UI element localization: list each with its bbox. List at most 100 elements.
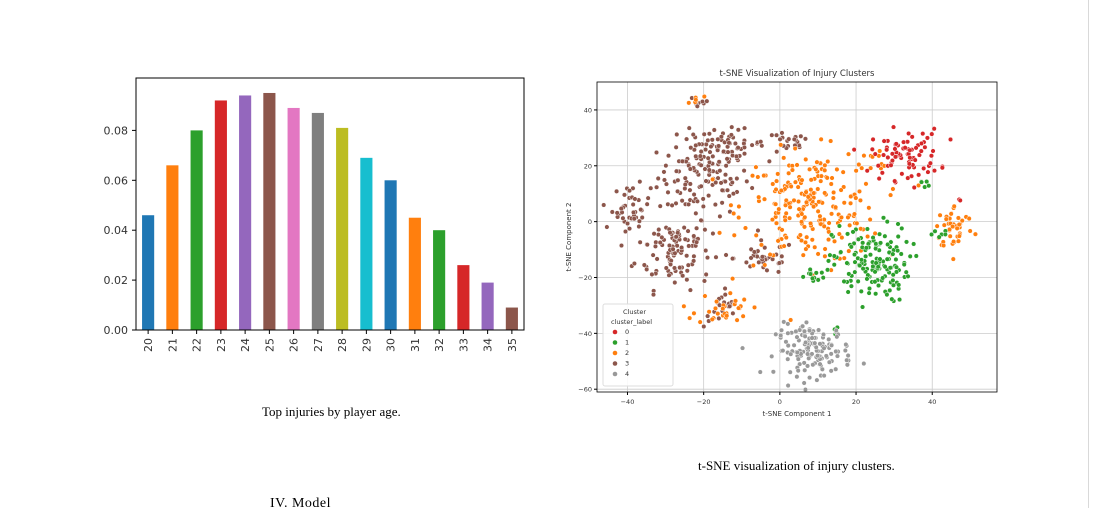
- tsne-point-cluster-0: [869, 146, 875, 152]
- tsne-point-cluster-2: [877, 148, 883, 154]
- tsne-point-cluster-3: [690, 132, 696, 138]
- tsne-point-cluster-4: [757, 369, 763, 375]
- tsne-point-cluster-1: [880, 275, 886, 281]
- tsne-point-cluster-1: [872, 279, 878, 285]
- tsne-point-cluster-3: [722, 285, 728, 292]
- tsne-point-cluster-1: [873, 246, 879, 252]
- tsne-point-cluster-0: [920, 131, 926, 137]
- tsne-point-cluster-2: [825, 237, 832, 243]
- tsne-point-cluster-2: [845, 214, 851, 220]
- tsne-point-cluster-3: [654, 256, 660, 262]
- tsne-point-cluster-0: [912, 157, 918, 163]
- tsne-y-tick-label: −40: [578, 330, 592, 338]
- tsne-point-cluster-0: [892, 154, 899, 160]
- tsne-point-cluster-2: [934, 223, 940, 229]
- bar-age-28: [336, 127, 349, 330]
- tsne-point-cluster-1: [880, 215, 887, 221]
- tsne-point-cluster-0: [905, 175, 911, 181]
- tsne-point-cluster-0: [881, 138, 887, 144]
- tsne-point-cluster-4: [802, 333, 808, 339]
- tsne-point-cluster-2: [951, 239, 957, 245]
- tsne-point-cluster-1: [850, 229, 856, 235]
- tsne-point-cluster-2: [803, 199, 810, 205]
- tsne-point-cluster-3: [675, 188, 681, 194]
- tsne-point-cluster-3: [673, 234, 679, 240]
- tsne-point-cluster-3: [684, 136, 690, 142]
- tsne-point-cluster-3: [719, 187, 725, 193]
- tsne-point-cluster-3: [722, 178, 728, 185]
- tsne-point-cluster-0: [929, 131, 935, 137]
- tsne-point-cluster-2: [742, 225, 749, 231]
- tsne-point-cluster-1: [882, 233, 888, 239]
- tsne-point-cluster-3: [637, 239, 643, 245]
- tsne-point-cluster-3: [802, 136, 808, 142]
- tsne-point-cluster-2: [840, 169, 846, 175]
- tsne-point-cluster-2: [794, 162, 800, 168]
- tsne-point-cluster-2: [686, 100, 692, 106]
- tsne-point-cluster-1: [867, 252, 874, 258]
- tsne-point-cluster-3: [679, 158, 685, 164]
- tsne-point-cluster-0: [916, 172, 922, 178]
- tsne-point-cluster-1: [898, 251, 904, 257]
- tsne-point-cluster-3: [755, 227, 761, 234]
- tsne-point-cluster-2: [856, 162, 862, 168]
- tsne-point-cluster-0: [864, 168, 870, 174]
- tsne-point-cluster-1: [875, 264, 881, 270]
- tsne-point-cluster-3: [691, 233, 697, 239]
- tsne-point-cluster-3: [715, 136, 721, 142]
- tsne-point-cluster-2: [736, 203, 742, 210]
- tsne-point-cluster-1: [864, 226, 870, 232]
- tsne-point-cluster-3: [631, 260, 637, 267]
- tsne-point-cluster-0: [922, 144, 928, 150]
- tsne-point-cluster-2: [821, 223, 827, 229]
- bar-x-tick-label: 22: [191, 338, 204, 352]
- tsne-point-cluster-2: [799, 177, 805, 183]
- tsne-point-cluster-1: [855, 278, 861, 284]
- tsne-point-cluster-2: [956, 233, 962, 239]
- tsne-point-cluster-0: [872, 151, 878, 157]
- tsne-point-cluster-3: [636, 218, 642, 224]
- tsne-point-cluster-4: [801, 380, 807, 386]
- tsne-point-cluster-1: [852, 259, 858, 265]
- tsne-point-cluster-2: [693, 97, 699, 103]
- tsne-point-cluster-3: [655, 232, 661, 238]
- tsne-scatter-chart: t-SNE Visualization of Injury Clusters −4…: [565, 69, 998, 418]
- tsne-point-cluster-3: [716, 159, 722, 165]
- tsne-point-cluster-4: [826, 359, 832, 365]
- bar-age-26: [287, 107, 300, 330]
- tsne-point-cluster-4: [794, 349, 800, 355]
- tsne-point-cluster-2: [714, 299, 720, 305]
- tsne-point-cluster-2: [795, 198, 802, 205]
- tsne-point-cluster-3: [764, 267, 770, 273]
- tsne-point-cluster-4: [785, 356, 791, 362]
- bar-x-tick-label: 32: [433, 338, 446, 352]
- tsne-point-cluster-2: [813, 166, 819, 172]
- bar-age-25: [263, 92, 276, 330]
- tsne-legend-label-0: 0: [625, 328, 629, 336]
- tsne-point-cluster-0: [884, 147, 890, 153]
- tsne-point-cluster-2: [941, 242, 947, 249]
- section-heading: IV. Model: [270, 496, 332, 511]
- bar-y-tick-label: 0.06: [104, 174, 129, 187]
- tsne-point-cluster-1: [885, 241, 891, 247]
- tsne-point-cluster-0: [906, 161, 912, 167]
- tsne-point-cluster-3: [779, 253, 785, 259]
- tsne-point-cluster-1: [878, 240, 884, 246]
- tsne-point-cluster-2: [812, 244, 818, 250]
- tsne-point-cluster-3: [663, 181, 669, 187]
- tsne-point-cluster-2: [947, 233, 953, 239]
- tsne-point-cluster-4: [842, 347, 848, 354]
- tsne-point-cluster-4: [803, 319, 810, 325]
- tsne-point-cluster-2: [846, 248, 852, 254]
- tsne-point-cluster-1: [857, 262, 863, 269]
- bar-age-23: [214, 100, 227, 330]
- tsne-point-cluster-1: [800, 274, 806, 280]
- tsne-point-cluster-2: [853, 195, 859, 201]
- age-bar-chart: 0.00 0.02 0.04 0.06 0.08 20 21 22 23 24 25 26 27 28 29…: [104, 77, 525, 352]
- tsne-point-cluster-4: [845, 352, 851, 359]
- tsne-point-cluster-3: [661, 169, 667, 175]
- tsne-point-cluster-3: [686, 243, 692, 249]
- tsne-point-cluster-2: [787, 204, 793, 210]
- tsne-point-cluster-0: [890, 124, 897, 130]
- tsne-point-cluster-2: [786, 170, 792, 176]
